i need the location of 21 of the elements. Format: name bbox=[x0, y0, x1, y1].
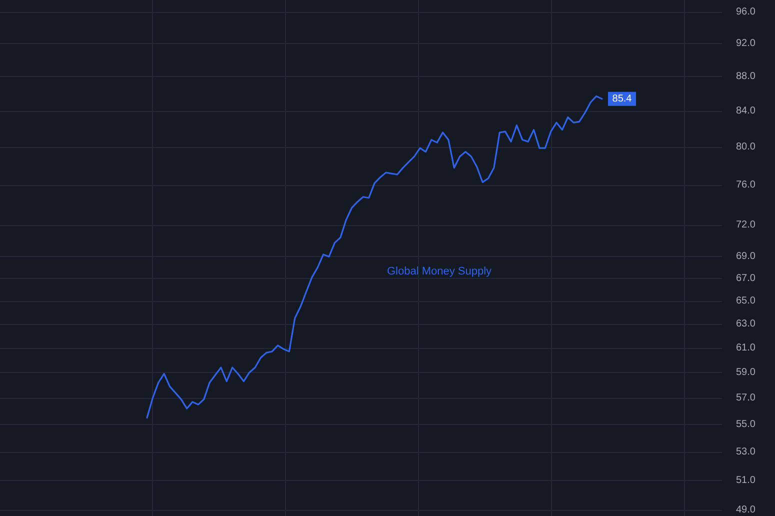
y-tick-label: 92.0 bbox=[736, 38, 756, 50]
y-tick-label: 96.0 bbox=[736, 6, 756, 18]
y-tick-label: 63.0 bbox=[736, 318, 756, 330]
y-tick-label: 55.0 bbox=[736, 418, 756, 430]
y-tick-label: 88.0 bbox=[736, 71, 756, 82]
annotation: Global Money Supply bbox=[387, 266, 492, 278]
data-label: 85.4 bbox=[612, 93, 632, 104]
y-tick-label: 57.0 bbox=[736, 392, 756, 404]
y-tick-label: 69.0 bbox=[736, 251, 756, 262]
line-series bbox=[146, 95, 603, 419]
y-tick-label: 76.0 bbox=[736, 180, 756, 191]
y-tick-label: 49.0 bbox=[736, 504, 756, 516]
y-tick-label: 65.0 bbox=[736, 295, 756, 306]
y-tick-label: 59.0 bbox=[736, 366, 756, 378]
y-tick-label: 53.0 bbox=[736, 446, 756, 458]
y-tick-label: 51.0 bbox=[736, 474, 756, 486]
y-tick-label: 61.0 bbox=[736, 342, 756, 354]
y-tick-label: 67.0 bbox=[736, 272, 756, 284]
y-tick-label: 84.0 bbox=[736, 106, 756, 117]
y-tick-label: 80.0 bbox=[736, 142, 756, 153]
y-tick-label: 72.0 bbox=[736, 220, 756, 231]
